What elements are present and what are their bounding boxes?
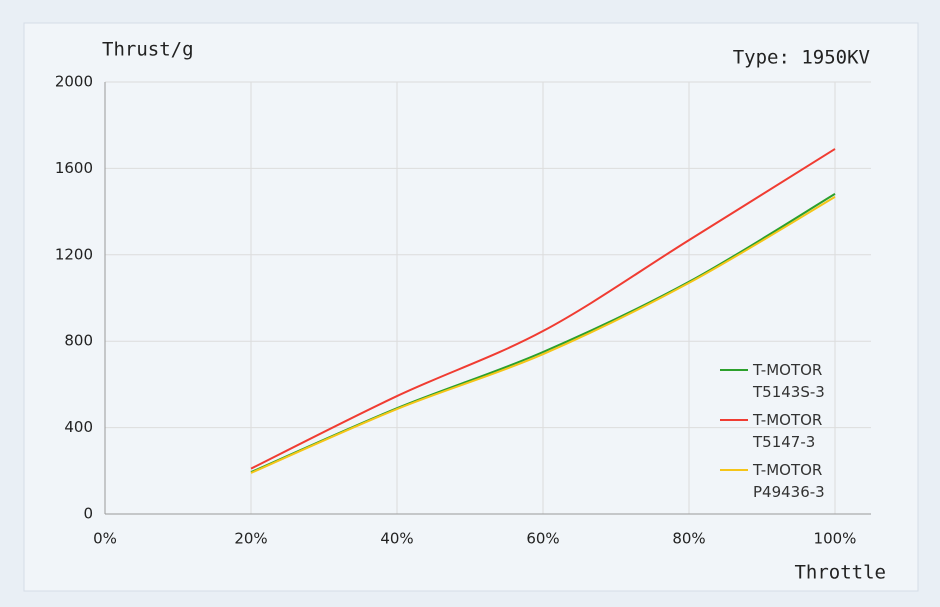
x-tick-label: 40% bbox=[380, 530, 413, 548]
y-tick-label: 1600 bbox=[55, 159, 93, 177]
y-tick-label: 2000 bbox=[55, 73, 93, 91]
annotation: Type: 1950KV bbox=[733, 47, 870, 69]
line bbox=[250, 196, 836, 474]
x-tick-label: 0% bbox=[93, 530, 117, 548]
y-tick-label: 1200 bbox=[55, 245, 93, 263]
x-tick-label: 100% bbox=[814, 530, 857, 548]
y-tick-label: 0 bbox=[83, 505, 93, 523]
y-axis-label: Thrust/g bbox=[102, 39, 194, 61]
panel bbox=[23, 22, 919, 592]
y-tick-label: 800 bbox=[64, 332, 93, 350]
legend-label: T-MOTOR T5143S-3 bbox=[753, 361, 825, 401]
x-tick-label: 80% bbox=[672, 530, 705, 548]
x-axis-label: Throttle bbox=[794, 562, 886, 584]
y-tick-label: 400 bbox=[64, 418, 93, 436]
x-tick-label: 20% bbox=[234, 530, 267, 548]
line bbox=[250, 148, 836, 470]
legend-label: T-MOTOR T5147-3 bbox=[753, 411, 823, 451]
legend-label: T-MOTOR P49436-3 bbox=[753, 461, 825, 501]
x-tick-label: 60% bbox=[526, 530, 559, 548]
